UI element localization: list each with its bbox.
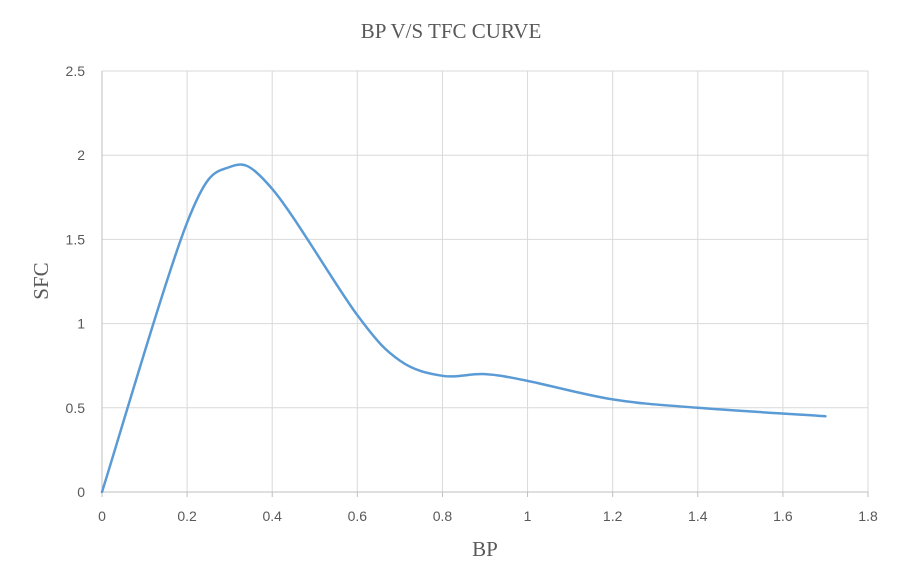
plot-area [100, 163, 827, 494]
y-tick-label: 2 [77, 147, 85, 163]
x-tick-label: 1 [524, 508, 532, 524]
x-tick-labels: 0 0.2 0.4 0.6 0.8 1 1.2 1.4 1.6 1.8 [98, 508, 878, 524]
y-tick-label: 1 [77, 316, 85, 332]
axes [101, 71, 869, 497]
y-tick-label: 0.5 [66, 400, 86, 416]
y-tick-labels: 0 0.5 1 1.5 2 2.5 [66, 63, 86, 500]
gridlines [102, 70, 869, 492]
x-tick-label: 0.6 [348, 508, 368, 524]
x-tick-label: 1.8 [858, 508, 878, 524]
x-axis-title: BP [472, 537, 498, 561]
x-tick-label: 0.2 [177, 508, 197, 524]
x-tick-label: 0 [98, 508, 106, 524]
x-tick-label: 0.4 [262, 508, 282, 524]
y-tick-label: 2.5 [66, 63, 86, 79]
chart-title: BP V/S TFC CURVE [361, 19, 542, 43]
x-tick-label: 0.8 [433, 508, 453, 524]
series-line [100, 163, 827, 494]
y-axis-title: SFC [29, 262, 53, 299]
y-tick-label: 1.5 [66, 231, 86, 247]
y-tick-label: 0 [77, 484, 85, 500]
x-tick-label: 1.6 [773, 508, 793, 524]
x-tick-label: 1.2 [603, 508, 623, 524]
x-tick-label: 1.4 [688, 508, 708, 524]
